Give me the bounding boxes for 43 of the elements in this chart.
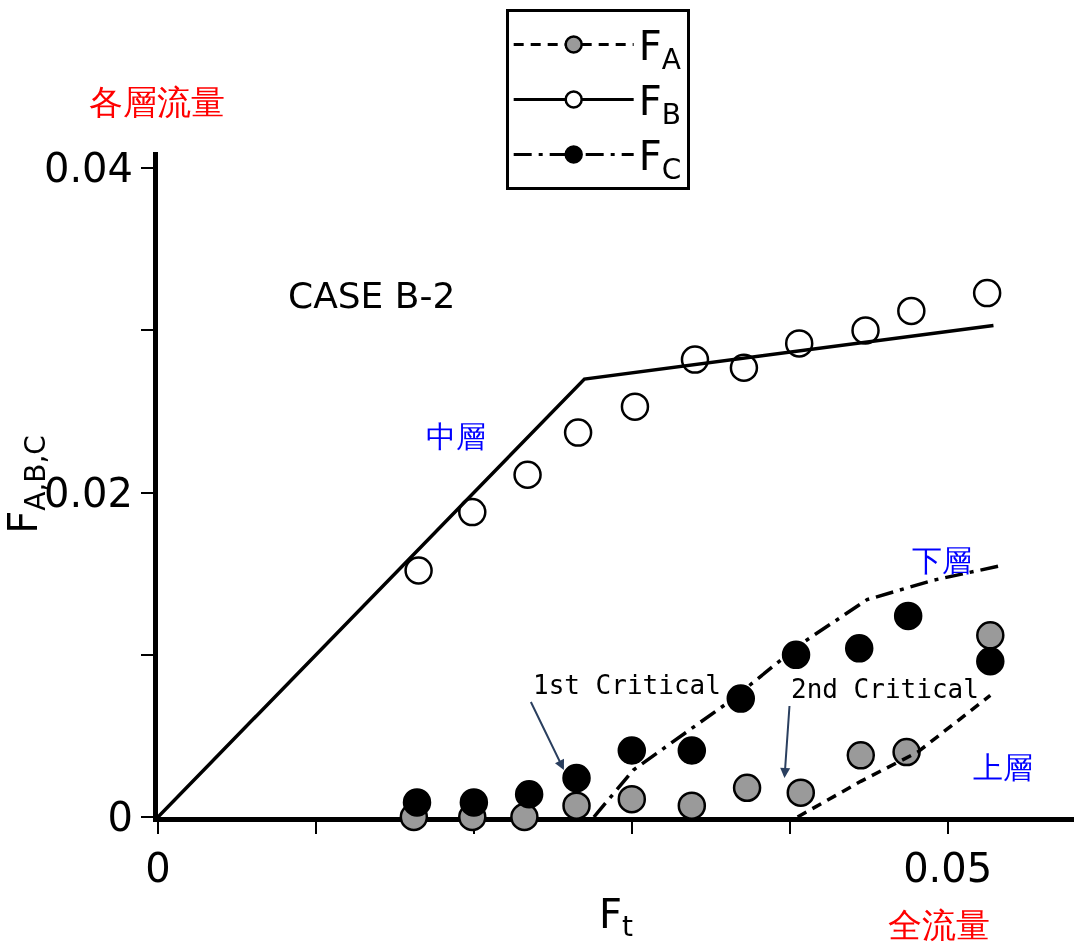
point — [726, 684, 756, 713]
text: 各層流量 — [89, 82, 225, 122]
point — [976, 647, 1005, 676]
point — [972, 278, 1002, 308]
point — [677, 736, 707, 765]
point — [851, 316, 880, 345]
legend-label: F$_{C}$ — [638, 133, 682, 186]
annotation: 中層 — [426, 419, 486, 454]
annotation: 1st Critical — [533, 670, 721, 700]
annotation: CASE B-2 — [288, 275, 456, 316]
point — [459, 788, 489, 817]
point — [844, 634, 874, 663]
x-axis-title: F$_{t}$ — [599, 891, 634, 944]
y-tick-label: 0 — [107, 794, 133, 840]
annotation: 上層 — [973, 750, 1033, 785]
point — [458, 497, 487, 527]
point — [781, 640, 811, 670]
legend-label: F$_{B}$ — [638, 78, 681, 131]
annotation: 2nd Critical — [791, 674, 979, 704]
point — [513, 460, 542, 490]
point — [892, 737, 921, 767]
point — [620, 392, 650, 421]
point — [897, 296, 926, 326]
point — [786, 778, 816, 807]
point — [732, 773, 762, 803]
annotation: 下層 — [912, 543, 972, 578]
point — [514, 780, 544, 809]
x-tick-label: 0.05 — [903, 845, 993, 891]
point — [617, 736, 647, 765]
point — [976, 621, 1005, 650]
point — [562, 763, 591, 793]
point — [562, 791, 591, 820]
text: 全流量 — [888, 905, 990, 945]
point — [404, 556, 433, 585]
y-tick-label: 0.04 — [43, 145, 133, 192]
point — [563, 418, 593, 447]
point — [510, 802, 539, 832]
point — [402, 788, 432, 817]
point — [893, 601, 923, 631]
legend-label: F$_{A}$ — [638, 23, 681, 76]
point — [617, 784, 647, 814]
point — [846, 741, 876, 770]
point — [677, 791, 707, 820]
